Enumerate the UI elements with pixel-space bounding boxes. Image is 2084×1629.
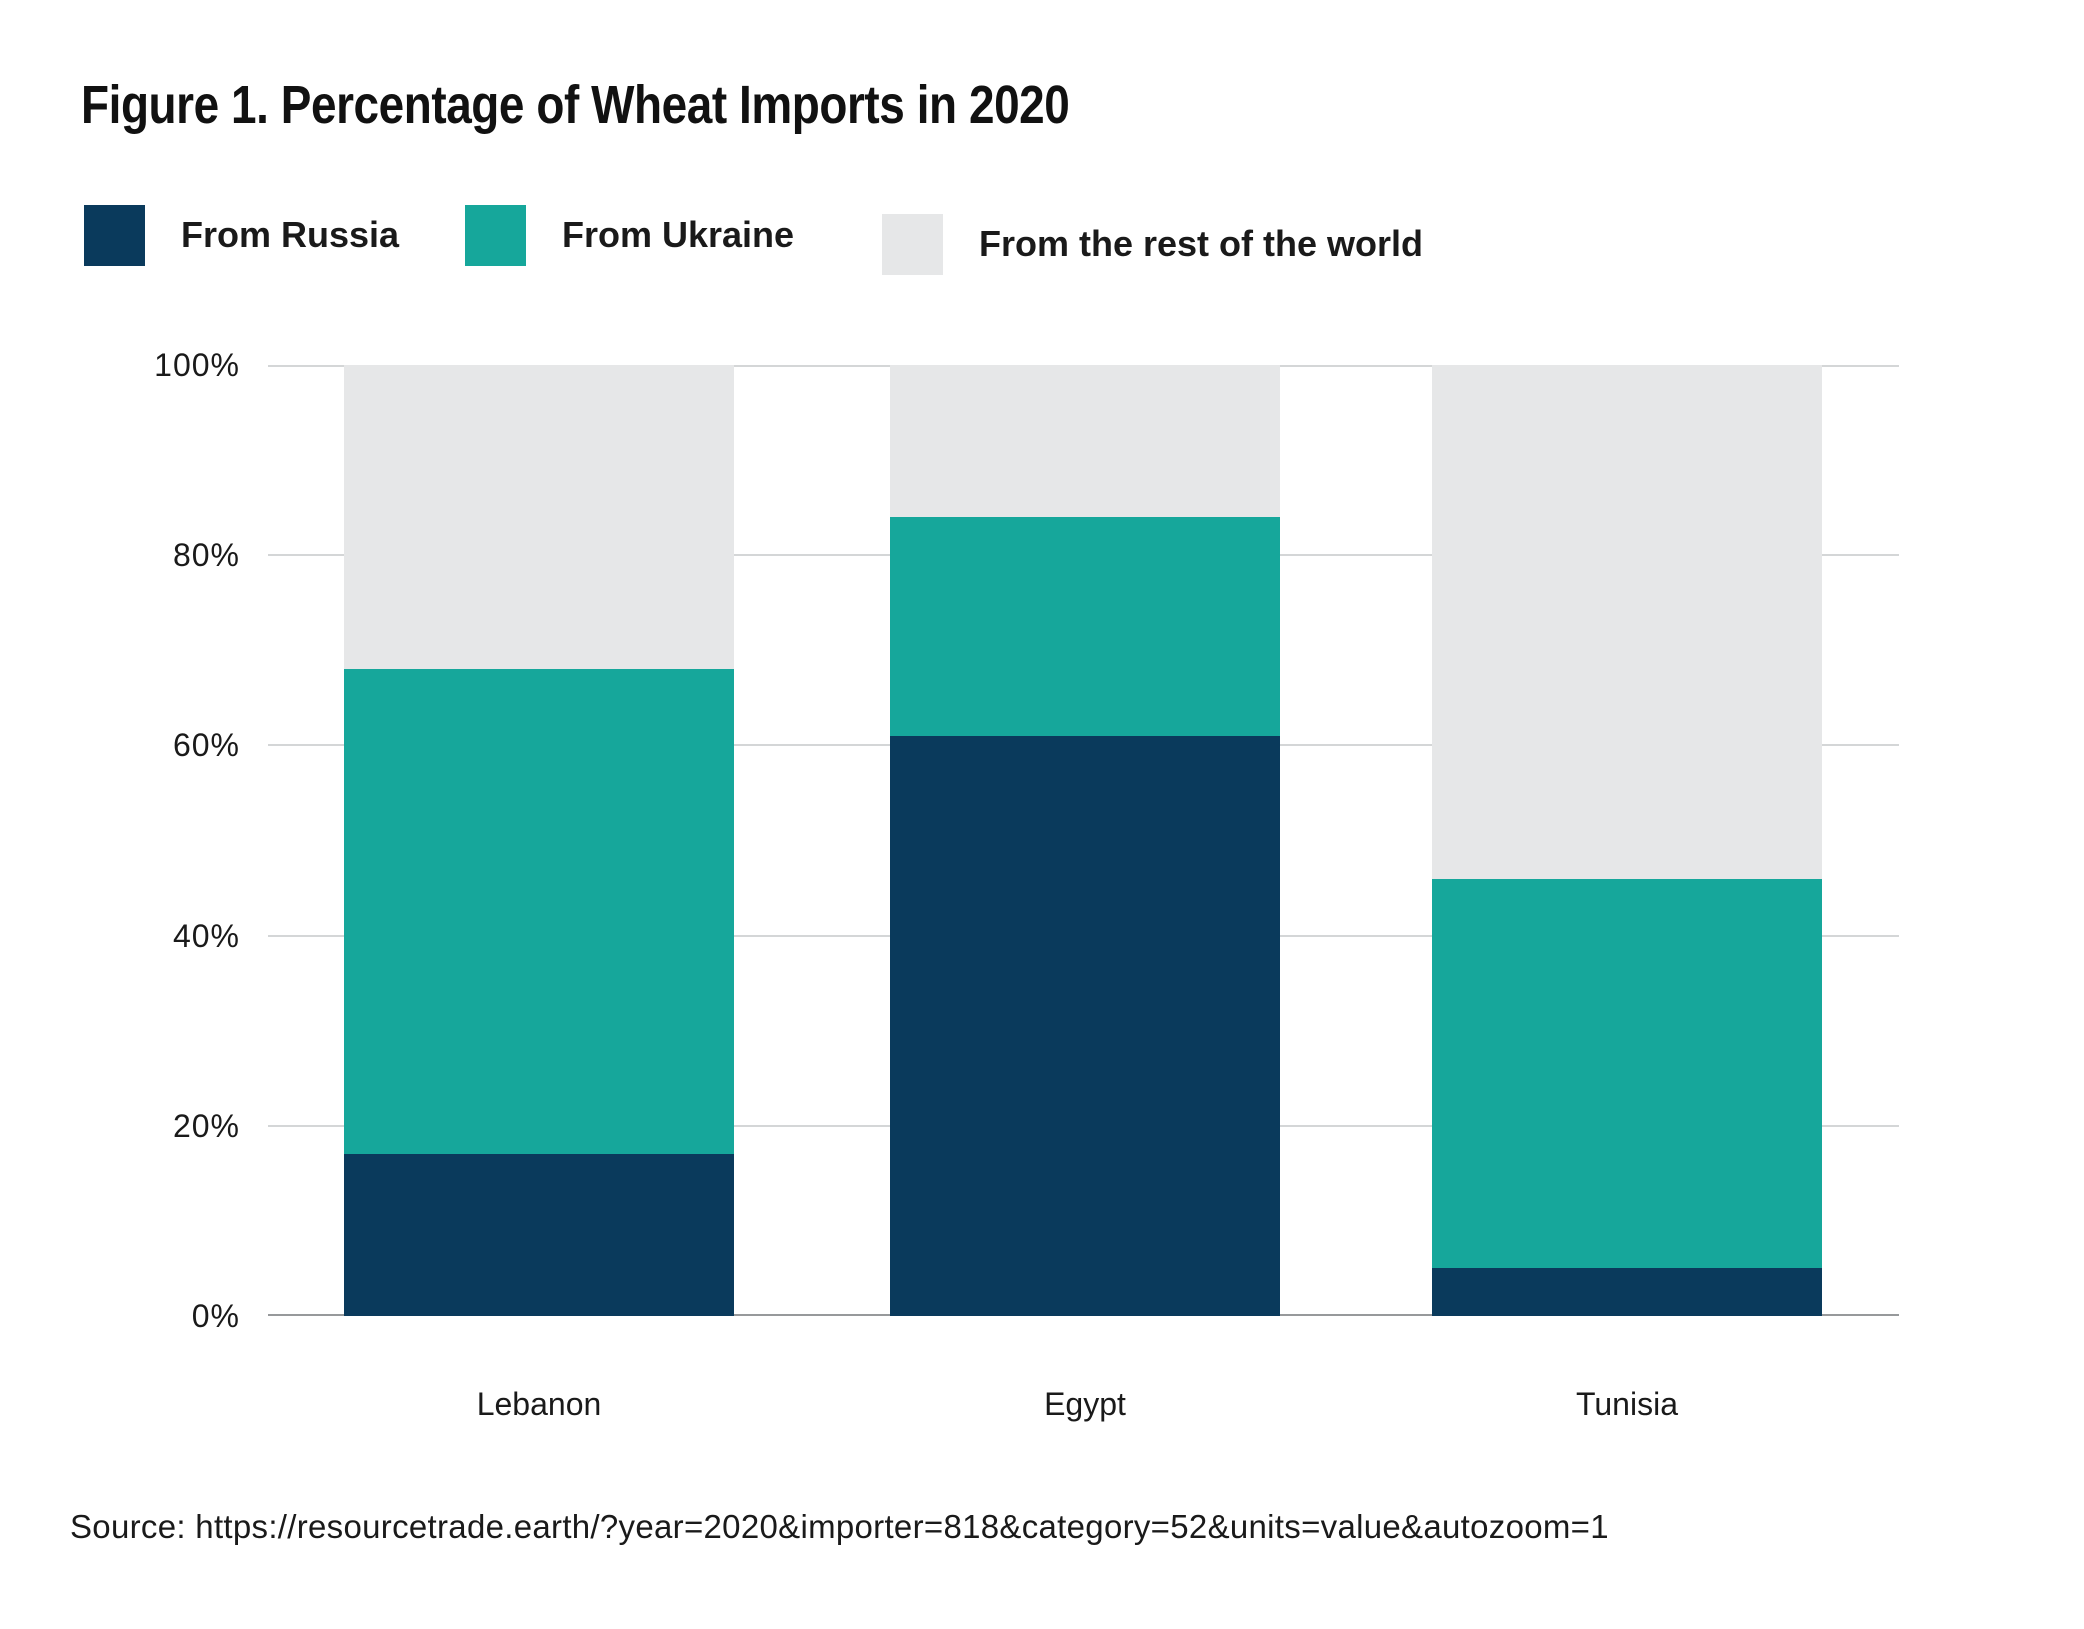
legend-label-ukraine: From Ukraine xyxy=(562,214,795,255)
source-text: Source: https://resourcetrade.earth/?yea… xyxy=(70,1508,1609,1545)
bar-segment-tunisia-from-ukraine xyxy=(1432,878,1822,1269)
y-tick-label-20%: 20% xyxy=(172,1107,240,1144)
y-tick-label-60%: 60% xyxy=(172,727,240,764)
x-axis-label-egypt: Egypt xyxy=(1044,1386,1126,1422)
bar-tunisia xyxy=(1432,365,1822,1316)
bar-lebanon xyxy=(344,365,734,1316)
bar-segment-lebanon-from-the-rest-of-the-world xyxy=(344,365,734,670)
legend-swatch-russia xyxy=(84,204,145,266)
legend-swatch-rest-of-world xyxy=(882,213,943,275)
bar-segment-egypt-from-russia xyxy=(890,735,1280,1316)
plot-area xyxy=(268,365,1899,1316)
legend-swatch-ukraine xyxy=(465,204,526,266)
bar-egypt xyxy=(890,365,1280,1316)
bar-segment-tunisia-from-the-rest-of-the-world xyxy=(1432,365,1822,879)
bar-segment-lebanon-from-ukraine xyxy=(344,669,734,1155)
chart-title: Figure 1. Percentage of Wheat Imports in… xyxy=(81,75,1070,135)
y-tick-label-40%: 40% xyxy=(172,917,240,954)
bar-segment-lebanon-from-russia xyxy=(344,1154,734,1316)
legend-item-ukraine: From Ukraine xyxy=(465,204,794,266)
legend-item-russia: From Russia xyxy=(84,204,399,266)
bar-segment-tunisia-from-russia xyxy=(1432,1268,1822,1316)
y-tick-label-0%: 0% xyxy=(191,1298,240,1334)
bar-segment-egypt-from-ukraine xyxy=(890,517,1280,736)
bar-segment-egypt-from-the-rest-of-the-world xyxy=(890,365,1280,518)
y-tick-label-80%: 80% xyxy=(172,537,240,574)
x-axis-label-lebanon: Lebanon xyxy=(476,1386,602,1422)
legend-item-rest-of-world: From the rest of the world xyxy=(882,213,1423,275)
legend-label-rest-of-world: From the rest of the world xyxy=(979,223,1424,264)
y-tick-label-100%: 100% xyxy=(154,347,240,383)
legend-label-russia: From Russia xyxy=(181,214,400,255)
x-axis-label-tunisia: Tunisia xyxy=(1576,1386,1678,1422)
